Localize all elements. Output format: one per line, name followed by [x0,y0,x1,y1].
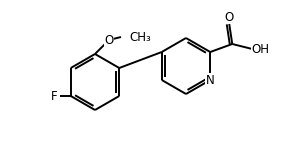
Text: F: F [50,89,57,103]
Text: CH₃: CH₃ [129,30,151,43]
Text: N: N [206,73,215,87]
Text: O: O [104,34,114,47]
Text: O: O [225,10,234,24]
Text: OH: OH [251,43,269,55]
